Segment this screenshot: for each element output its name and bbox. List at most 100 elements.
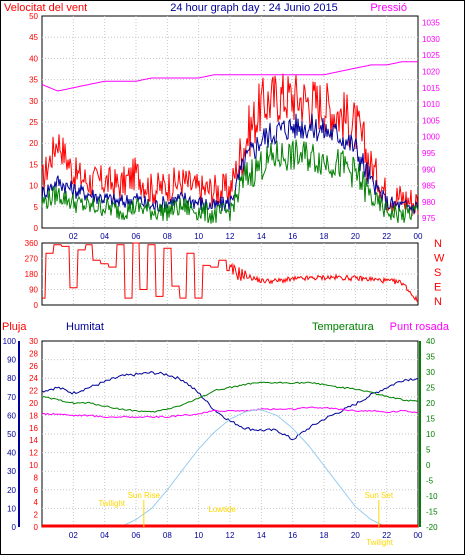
x-tick-label: 06 (132, 232, 141, 241)
x-tick-label: 04 (100, 232, 109, 241)
wind-speed-tick-label: 20 (29, 139, 38, 148)
x-tick-label: 06 (132, 531, 141, 540)
x-tick-label: 08 (163, 531, 172, 540)
wind-speed-tick-label: 0 (34, 224, 39, 233)
temperature-tick-label: -15 (426, 508, 438, 517)
rain-tick-label: 24 (29, 374, 38, 383)
x-tick-label: 02 (69, 531, 78, 540)
direction-ticks: 0 90 180 270 360 (25, 239, 39, 310)
pressure-tick-label: 1000 (422, 133, 440, 142)
annotation-label: Sun Rise (128, 491, 161, 500)
x-tick-label: 16 (288, 531, 297, 540)
compass-label: W (434, 253, 445, 265)
compass-label: S (434, 267, 441, 279)
annotation-label: Sun Set (365, 491, 394, 500)
x-tick-label: 12 (226, 531, 235, 540)
x-tick-label: 00 (414, 531, 423, 540)
wind-speed-tick-label: 25 (29, 118, 38, 127)
rht-x-ticks: 02 04 06 08 10 12 14 16 18 20 22 00 (69, 531, 423, 540)
annotation-label: Twilight (98, 499, 125, 508)
x-tick-label: 18 (320, 232, 329, 241)
humidity-tick-label: 60 (7, 411, 16, 420)
compass-label: N (434, 238, 442, 250)
series-pressure (41, 61, 418, 92)
series-solar (120, 409, 387, 528)
pressure-axis-label: Pressió (370, 2, 407, 14)
temperature-tick-label: -20 (426, 523, 438, 532)
pressure-tick-label: 980 (422, 198, 436, 207)
temperature-tick-label: 35 (426, 353, 435, 362)
x-tick-label: 14 (257, 232, 266, 241)
temperature-tick-label: 30 (426, 368, 435, 377)
rain-tick-label: 18 (29, 411, 38, 420)
humidity-tick-label: 50 (7, 430, 16, 439)
temperature-tick-label: 0 (426, 461, 431, 470)
x-tick-label: 02 (69, 232, 78, 241)
pressure-tick-label: 1005 (422, 116, 440, 125)
temperature-ticks: -20 -15 -10 -5 0 5 10 15 20 25 30 35 40 (419, 337, 438, 532)
wind-speed-tick-label: 10 (29, 182, 38, 191)
x-tick-label: 18 (320, 531, 329, 540)
wind-speed-tick-label: 35 (29, 76, 38, 85)
annotation-label: Lowtide (208, 505, 236, 514)
temperature-axis-label: Temperatura (312, 321, 375, 333)
rht-grid (42, 341, 418, 527)
pressure-tick-label: 1010 (422, 100, 440, 109)
series-humidity (41, 371, 419, 441)
pressure-tick-label: 1035 (422, 19, 440, 28)
humidity-tick-label: 30 (7, 467, 16, 476)
series-temperature (41, 381, 419, 413)
x-tick-label: 22 (382, 531, 391, 540)
dewpoint-axis-label: Punt rosada (390, 321, 450, 333)
temperature-tick-label: 5 (426, 446, 431, 455)
rain-tick-label: 6 (34, 486, 39, 495)
wind-speed-tick-label: 15 (29, 160, 38, 169)
pressure-tick-label: 1030 (422, 35, 440, 44)
pressure-tick-label: 985 (422, 182, 436, 191)
direction-tick-label: 180 (25, 270, 39, 279)
temperature-tick-label: 40 (426, 337, 435, 346)
direction-tick-label: 90 (29, 286, 38, 295)
compass-label: E (434, 282, 441, 294)
compass-label: N (434, 296, 442, 308)
humidity-tick-label: 100 (3, 337, 17, 346)
x-tick-label: 08 (163, 232, 172, 241)
rain-tick-label: 4 (34, 498, 39, 507)
wind-x-ticks: 02 04 06 08 10 12 14 16 18 20 22 00 (69, 232, 423, 241)
series-dewpoint (41, 406, 419, 419)
x-tick-label: 04 (100, 531, 109, 540)
direction-tick-label: 270 (25, 255, 39, 264)
x-tick-label: 10 (194, 232, 203, 241)
rain-tick-label: 16 (29, 424, 38, 433)
rain-tick-label: 8 (34, 473, 39, 482)
x-tick-label: 20 (351, 531, 360, 540)
x-tick-label: 14 (257, 531, 266, 540)
annotation-label: Twilight (366, 538, 393, 547)
rain-tick-label: 30 (29, 337, 38, 346)
humidity-tick-label: 20 (7, 486, 16, 495)
wind-speed-ticks: 0 5 10 15 20 25 30 35 40 45 50 (29, 12, 38, 233)
wind-speed-tick-label: 5 (34, 203, 39, 212)
humidity-axis-label: Humitat (66, 321, 104, 333)
temperature-tick-label: 20 (426, 399, 435, 408)
direction-series (42, 242, 419, 303)
rain-tick-label: 2 (34, 511, 39, 520)
humidity-tick-label: 80 (7, 374, 16, 383)
pressure-tick-label: 1015 (422, 84, 440, 93)
chart-title: 24 hour graph day : 24 Junio 2015 (170, 2, 338, 14)
rht-series (41, 371, 419, 528)
direction-tick-label: 360 (25, 239, 39, 248)
series-direction (42, 242, 419, 303)
temperature-tick-label: 15 (426, 415, 435, 424)
x-tick-label: 00 (414, 232, 423, 241)
pressure-tick-label: 1020 (422, 67, 440, 76)
pressure-ticks: 975 980 985 990 995 1000 1005 1010 1015 1020 1025 1… (422, 19, 440, 224)
temperature-tick-label: -5 (426, 477, 434, 486)
wind-speed-tick-label: 40 (29, 54, 38, 63)
series-speed (41, 113, 419, 215)
rain-tick-label: 26 (29, 362, 38, 371)
rain-tick-label: 28 (29, 349, 38, 358)
rain-tick-label: 22 (29, 387, 38, 396)
